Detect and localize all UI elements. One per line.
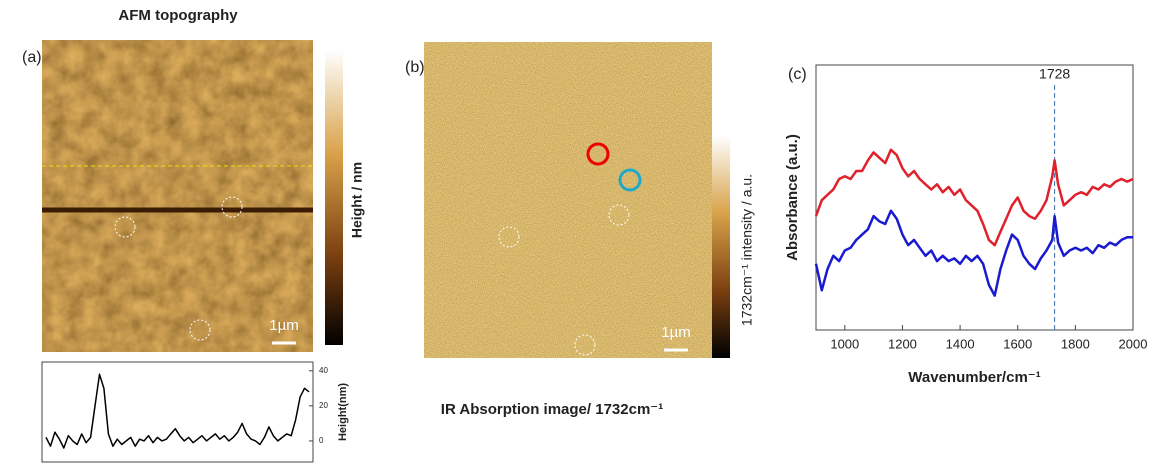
data-line (816, 150, 1133, 245)
plot-frame (42, 362, 313, 462)
panel-label: (b) (405, 59, 425, 76)
colorbar-label: 1732cm⁻¹ intensity / a.u. (739, 174, 755, 326)
x-tick-label: 1000 (830, 336, 859, 351)
y-tick-label: 40 (319, 366, 328, 375)
scale-bar-label: 1µm (661, 324, 690, 341)
plot-frame (816, 65, 1133, 330)
y-axis-label: Height(nm) (337, 383, 349, 441)
x-tick-label: 1200 (888, 336, 917, 351)
data-line (46, 374, 309, 448)
panel-label: (a) (22, 49, 42, 66)
x-axis-label: Wavenumber/cm⁻¹ (908, 369, 1040, 386)
x-tick-label: 1600 (1003, 336, 1032, 351)
panel-label: (c) (788, 66, 807, 83)
y-tick-label: 0 (319, 436, 324, 445)
figure: (a) AFM topography 1µm Height / nm (b) 1… (0, 0, 1150, 466)
panel-caption: IR Absorption image/ 1732cm⁻¹ (441, 401, 663, 418)
data-line (816, 211, 1133, 296)
annotation: 1728 (1039, 66, 1070, 82)
scale-bar-label: 1µm (269, 317, 298, 334)
colorbar (325, 50, 343, 345)
colorbar (712, 135, 730, 358)
x-tick-label: 2000 (1119, 336, 1148, 351)
x-tick-label: 1400 (946, 336, 975, 351)
y-tick-label: 20 (319, 401, 328, 410)
x-tick-label: 1800 (1061, 336, 1090, 351)
afm-image (42, 40, 313, 352)
ir-image (424, 42, 712, 358)
y-axis-label: Absorbance (a.u.) (784, 134, 801, 261)
panel-title: AFM topography (118, 7, 238, 24)
colorbar-label: Height / nm (349, 162, 365, 238)
